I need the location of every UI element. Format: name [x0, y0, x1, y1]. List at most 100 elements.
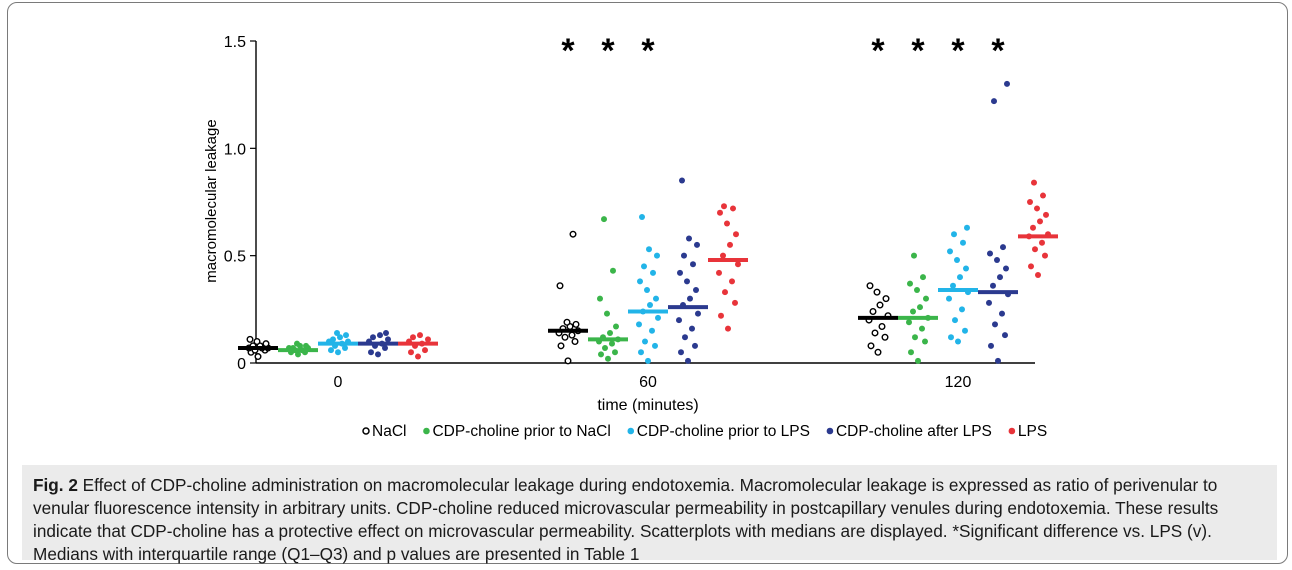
data-point: [601, 216, 607, 223]
data-point: [910, 308, 916, 315]
data-point: [869, 307, 877, 315]
data-point: [652, 342, 658, 349]
data-point: [639, 214, 645, 221]
data-point: [557, 342, 565, 350]
data-point: [878, 323, 886, 331]
data-point: [642, 338, 648, 345]
data-point: [690, 261, 696, 268]
data-point: [1043, 211, 1049, 218]
data-point: [911, 252, 917, 259]
data-point: [417, 332, 423, 339]
data-point: [682, 334, 688, 341]
data-point: [867, 342, 875, 350]
data-point: [556, 282, 564, 290]
data-point: [735, 261, 741, 268]
data-point: [963, 265, 969, 272]
data-point: [990, 282, 996, 289]
legend-label: CDP-choline prior to NaCl: [432, 423, 610, 440]
data-point: [641, 263, 647, 270]
data-point: [908, 349, 914, 356]
data-point: [1037, 218, 1043, 225]
data-point: [947, 248, 953, 255]
data-point: [730, 205, 736, 212]
data-point: [647, 302, 653, 309]
y-tick-label: 1.5: [224, 34, 246, 51]
data-point: [612, 349, 618, 356]
data-point: [294, 340, 300, 347]
data-point: [987, 250, 993, 257]
data-point: [564, 357, 572, 365]
data-point: [693, 287, 699, 294]
data-point: [604, 310, 610, 317]
y-tick-label: 1.0: [224, 141, 246, 158]
data-point: [655, 314, 661, 321]
data-point: [881, 333, 889, 341]
legend: NaCl CDP-choline prior to NaCl CDP-choline…: [362, 423, 1047, 440]
data-point: [732, 299, 738, 306]
x-axis-label: time (minutes): [597, 397, 698, 414]
data-point: [410, 334, 416, 341]
legend-label: LPS: [1018, 423, 1047, 440]
data-point: [720, 252, 726, 259]
data-point: [962, 327, 968, 334]
axes: 0 0.5 1.0 1.5 0 60 120: [224, 34, 1035, 391]
data-point: [370, 334, 376, 341]
data-point: [303, 342, 309, 349]
data-point: [733, 231, 739, 238]
data-point: [1002, 332, 1008, 339]
data-point: [597, 295, 603, 302]
data-point: [994, 256, 1000, 263]
data-point: [569, 230, 577, 238]
data-point: [992, 321, 998, 328]
data-point: [922, 338, 928, 345]
data-point: [645, 357, 651, 364]
data-point: [254, 353, 262, 361]
data-point: [644, 287, 650, 294]
data-point: [686, 235, 692, 242]
data-point: [915, 357, 921, 364]
data-point: [871, 329, 879, 337]
data-point: [598, 351, 604, 358]
data-point: [571, 338, 579, 346]
figure-label: Fig. 2: [33, 475, 78, 495]
data-point: [377, 332, 383, 339]
figure-frame: [7, 2, 1288, 564]
significance-asterisk: *: [991, 32, 1005, 70]
y-axis-label: macromolecular leakage: [203, 119, 220, 282]
legend-marker: [1008, 427, 1016, 435]
data-point: [995, 357, 1001, 364]
data-point: [638, 349, 644, 356]
scatter-chart: macromolecular leakage time (minutes) 00…: [203, 32, 1058, 440]
data-point: [692, 342, 698, 349]
data-point: [650, 269, 656, 276]
x-tick-label: 120: [945, 374, 972, 391]
data-point: [920, 274, 926, 281]
data-point: [716, 269, 722, 276]
data-point: [873, 288, 881, 296]
data-point: [613, 323, 619, 330]
data-point: [717, 209, 723, 216]
data-point: [876, 301, 884, 309]
median-lines: [238, 234, 1058, 353]
data-point: [605, 355, 611, 362]
data-point: [572, 320, 580, 328]
data-point: [1040, 192, 1046, 199]
data-point: [677, 269, 683, 276]
y-tick-label: 0: [237, 356, 246, 373]
data-point: [382, 344, 388, 351]
data-point: [330, 336, 336, 343]
data-point: [951, 231, 957, 238]
data-point: [422, 347, 428, 354]
x-tick-label: 60: [639, 374, 657, 391]
data-point: [1000, 244, 1006, 251]
data-point: [678, 349, 684, 356]
figure-caption-text: Effect of CDP-choline administration on …: [33, 475, 1219, 564]
data-point: [679, 177, 685, 184]
data-point: [725, 325, 731, 332]
significance-asterisk: *: [951, 32, 965, 70]
legend-marker: [627, 427, 635, 435]
data-point: [609, 340, 615, 347]
data-point: [610, 267, 616, 274]
data-point: [727, 241, 733, 248]
data-point: [919, 325, 925, 332]
